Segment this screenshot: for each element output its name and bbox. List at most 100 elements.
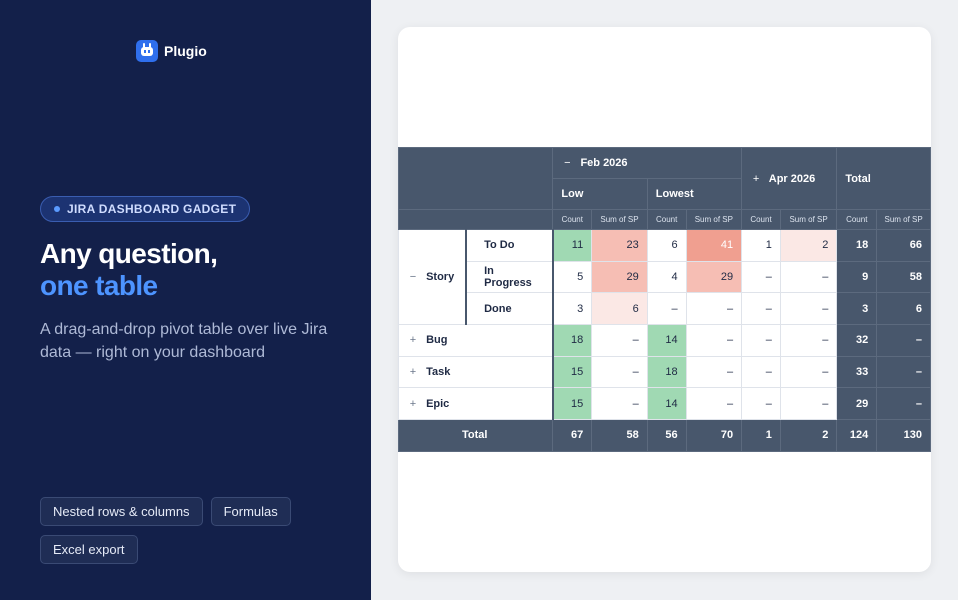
table-cell: 1 xyxy=(741,229,781,262)
table-cell: – xyxy=(741,355,781,389)
row-status: In Progress xyxy=(465,260,554,294)
table-cell-total: 18 xyxy=(836,229,878,262)
table-cell-total: 56 xyxy=(646,419,687,452)
measure-header: Count xyxy=(646,209,687,230)
table-cell-total: 32 xyxy=(836,324,878,357)
table-cell: 5 xyxy=(551,260,593,294)
measure-header: Count xyxy=(741,209,781,230)
table-cell-total: 6 xyxy=(876,292,931,326)
pivot-table-container: − Feb 2026 + Apr 2026 Total Low Lowest C… xyxy=(398,147,931,452)
measure-header: Sum of SP xyxy=(779,209,838,230)
row-group-label: Task xyxy=(426,366,451,379)
col-group-total: Total xyxy=(836,147,931,210)
table-cell: 6 xyxy=(591,292,648,326)
table-row: + Task 15 – 18 – – – 33 – xyxy=(398,355,931,389)
brand[interactable]: Plugio xyxy=(136,40,207,62)
table-row: Done 3 6 – – – – 3 6 xyxy=(399,292,931,326)
collapse-icon[interactable]: − xyxy=(409,271,417,284)
feature-chip-nested: Nested rows & columns xyxy=(40,497,203,526)
table-cell: 4 xyxy=(646,260,687,294)
col-group-apr-label: Apr 2026 xyxy=(768,172,816,185)
table-cell: – xyxy=(591,355,648,389)
measure-header: Sum of SP xyxy=(685,209,743,230)
row-status: Done xyxy=(465,292,554,326)
headline: Any question, one table xyxy=(40,238,218,302)
table-cell-total: 33 xyxy=(836,355,878,389)
row-status: To Do xyxy=(465,229,554,262)
table-cell: – xyxy=(741,292,781,326)
table-cell: 29 xyxy=(685,260,743,294)
table-cell: – xyxy=(685,355,743,389)
table-cell-total: 67 xyxy=(552,419,593,452)
table-cell: – xyxy=(741,324,781,357)
feature-chips: Nested rows & columns Formulas Excel exp… xyxy=(40,497,330,564)
measure-header: Sum of SP xyxy=(591,209,648,230)
table-cell: 2 xyxy=(779,229,838,262)
table-cell-total: 70 xyxy=(685,419,743,452)
table-cell: 18 xyxy=(551,324,593,357)
table-cell: 18 xyxy=(646,355,687,389)
table-cell: – xyxy=(685,324,743,357)
plugio-logo-icon xyxy=(136,40,158,62)
table-cell-total: 3 xyxy=(836,292,878,326)
col-subgroup-lowest: Lowest xyxy=(646,178,743,210)
product-badge: JIRA DASHBOARD GADGET xyxy=(40,196,251,222)
row-group-bug[interactable]: + Bug xyxy=(398,324,554,357)
row-group-epic[interactable]: + Epic xyxy=(398,387,554,421)
collapse-icon[interactable]: − xyxy=(564,157,571,169)
table-cell: – xyxy=(685,387,743,421)
table-cell: 6 xyxy=(646,229,687,262)
measure-header: Count xyxy=(836,209,878,230)
row-group-task[interactable]: + Task xyxy=(398,355,554,389)
table-cell-total: 1 xyxy=(741,419,781,452)
expand-icon[interactable]: + xyxy=(409,366,417,379)
col-subgroup-low: Low xyxy=(552,178,648,210)
pivot-card: − Feb 2026 + Apr 2026 Total Low Lowest C… xyxy=(398,27,931,572)
pivot-table: − Feb 2026 + Apr 2026 Total Low Lowest C… xyxy=(398,147,931,452)
row-group-label: Bug xyxy=(426,334,448,347)
table-cell: 14 xyxy=(646,387,687,421)
measure-header: Count xyxy=(552,209,593,230)
table-cell: 23 xyxy=(591,229,648,262)
table-cell-total: 66 xyxy=(876,229,931,262)
table-row: In Progress 5 29 4 29 – – 9 58 xyxy=(399,260,931,294)
expand-icon[interactable]: + xyxy=(409,397,417,410)
table-cell: – xyxy=(646,292,687,326)
row-group-label: Epic xyxy=(426,397,450,410)
table-row: + Epic 15 – 14 – – – 29 – xyxy=(398,387,931,421)
table-cell: 41 xyxy=(685,229,743,262)
expand-icon[interactable]: + xyxy=(752,172,760,185)
total-row: Total 67 58 56 70 1 2 124 130 xyxy=(398,419,931,452)
table-cell-total: – xyxy=(876,355,931,389)
table-cell: 15 xyxy=(551,355,593,389)
headline-line-2: one table xyxy=(40,270,158,301)
table-cell: 11 xyxy=(551,229,593,262)
table-cell: – xyxy=(591,387,648,421)
table-cell: – xyxy=(779,292,838,326)
row-group-story[interactable]: − Story xyxy=(398,228,467,326)
table-cell: – xyxy=(685,292,743,326)
expand-icon[interactable]: + xyxy=(409,334,417,347)
table-cell-total: 29 xyxy=(836,387,878,421)
col-group-feb-label: Feb 2026 xyxy=(580,157,628,169)
table-cell: – xyxy=(741,387,781,421)
table-cell: – xyxy=(591,324,648,357)
table-cell-total: 130 xyxy=(876,419,931,452)
table-cell-total: 58 xyxy=(591,419,648,452)
table-cell-total: – xyxy=(876,324,931,357)
table-row: − Story To Do 11 23 6 41 1 2 18 66 xyxy=(398,228,931,326)
hero-panel: Plugio JIRA DASHBOARD GADGET Any questio… xyxy=(0,0,371,600)
table-cell: – xyxy=(779,387,838,421)
table-cell: – xyxy=(779,355,838,389)
table-cell-total: 9 xyxy=(836,260,878,294)
col-group-apr[interactable]: + Apr 2026 xyxy=(741,147,838,210)
table-cell-total: 58 xyxy=(876,260,931,294)
measure-corner xyxy=(398,209,554,230)
col-group-feb[interactable]: − Feb 2026 xyxy=(552,147,743,179)
brand-name: Plugio xyxy=(164,43,207,59)
table-cell: 15 xyxy=(551,387,593,421)
table-cell: 3 xyxy=(551,292,593,326)
table-cell: – xyxy=(779,324,838,357)
table-cell-total: 124 xyxy=(836,419,878,452)
table-cell: 29 xyxy=(591,260,648,294)
